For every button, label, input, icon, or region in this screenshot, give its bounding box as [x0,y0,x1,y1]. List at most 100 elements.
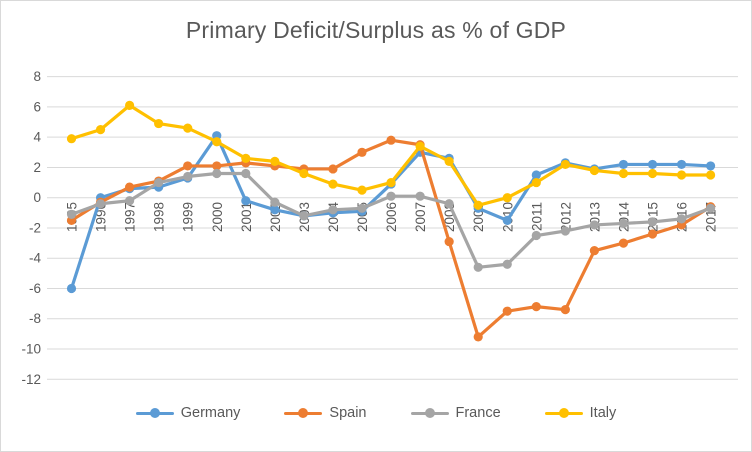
series-italy-point [647,168,658,179]
series-france-point [618,218,629,229]
legend-item-spain: Spain [284,405,367,421]
series-france-point [473,262,483,272]
series-italy-point [357,185,367,195]
series-italy-point [299,168,309,179]
y-tick-label: 8 [33,69,41,84]
series-france-point [502,259,512,269]
series-france-point [444,199,454,209]
x-tick-label: 2011 [529,202,544,231]
series-spain-point [560,305,570,315]
y-tick-label: 0 [33,190,41,205]
series-italy [66,100,716,210]
legend-label: Germany [180,405,241,421]
y-axis-tick-labels: 8 6 4 2 0 -2 -4 -6 -8 -10 -12 [21,69,41,387]
series-italy-point [241,153,251,163]
series-france-point [706,203,716,213]
series-italy-point [125,100,135,111]
series-france-point [589,220,600,230]
x-tick-label: 1998 [152,202,167,232]
series-france [66,168,716,272]
x-tick-label: 2007 [413,202,428,232]
spain-series-marker-icon [284,408,323,418]
series-france-point [125,196,135,206]
x-tick-label: 2012 [558,202,573,232]
series-spain-point [647,229,658,239]
y-tick-label: -4 [29,251,41,266]
x-axis-tick-labels: 1995199619971998199920002001200220032004… [65,202,719,233]
series-italy-point [531,177,541,188]
legend-label: Italy [589,405,617,421]
x-tick-label: 1997 [123,202,138,232]
series-france-point [386,191,396,201]
series-france-point [154,177,164,188]
series-italy-point [154,118,164,129]
legend-item-germany: Germany [135,405,241,421]
series-spain-point [589,246,600,256]
legend-label: France [455,405,501,421]
series-spain-point [502,306,512,316]
series-italy-point [618,168,629,179]
series-italy-point [66,134,77,144]
y-tick-label: -12 [21,372,41,387]
germany-series-marker-icon [135,408,174,418]
series-spain-point [357,147,367,157]
x-tick-label: 2006 [384,202,399,232]
series-spain-point [125,182,135,192]
series-spain-point [618,238,629,248]
series-france-point [66,209,77,219]
series-france-point [299,211,309,221]
series-italy-point [676,170,687,180]
series-germany-point [66,283,77,294]
series-germany-point [647,159,658,170]
series-germany-point [531,170,541,180]
series-france-point [415,191,425,201]
france-series-marker-icon [410,408,449,418]
series-france-point [328,205,338,215]
series-germany-point [502,215,512,225]
series-france-point [357,203,367,213]
x-tick-label: 2015 [646,202,661,232]
series-france-point [531,230,541,241]
series-france-point [560,226,570,236]
chart-title: Primary Deficit/Surplus as % of GDP [185,17,567,43]
legend-item-france: France [410,405,501,421]
series-italy-point [560,159,570,170]
series-germany-point [618,159,629,170]
series-italy-point [502,193,512,203]
y-tick-label: -10 [21,342,41,357]
y-tick-label: -8 [29,311,41,326]
series-france-point [676,214,687,224]
series-italy-point [444,156,454,166]
series-spain-point [444,236,454,247]
series-france-point [270,197,280,207]
series-germany-point [676,159,687,170]
series-france-point [647,217,658,227]
series-spain-point [183,161,193,171]
chart-legend: Germany Spain France Italy [1,405,751,421]
series-italy-point [386,177,396,188]
x-tick-label: 2001 [239,202,254,232]
series-france-point [212,168,222,179]
legend-item-italy: Italy [544,405,617,421]
y-tick-label: 4 [33,130,41,145]
series-italy-point [95,125,106,135]
series-italy-point [328,179,338,189]
series-italy-line [69,103,713,207]
series-spain-point [473,332,483,342]
y-tick-label: 2 [33,160,41,175]
y-tick-label: -2 [29,220,41,235]
series-france-point [183,171,193,182]
series-italy-point [183,123,193,133]
series-italy-point [212,137,222,147]
series-spain-point [212,161,222,171]
y-tick-label: -6 [29,281,41,296]
series-germany-point [270,205,280,215]
series-germany-point [241,196,251,206]
y-tick-label: 6 [33,99,41,114]
legend-label: Spain [329,405,367,421]
series-spain-point [328,164,338,174]
series-italy-point [473,200,483,210]
series-italy-point [706,170,716,180]
